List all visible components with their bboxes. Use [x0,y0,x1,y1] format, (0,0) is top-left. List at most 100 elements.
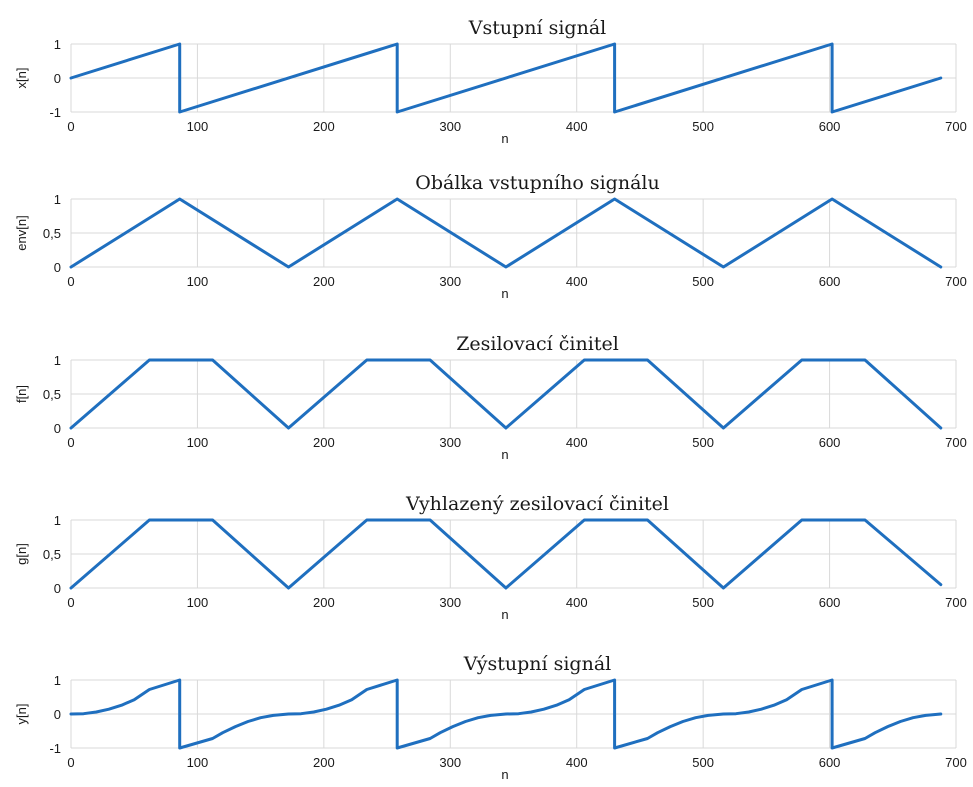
y-axis-label: g[n] [14,543,29,565]
x-tick-label: 300 [439,435,461,450]
y-tick-label: 1 [54,192,61,207]
data-point [325,708,328,711]
x-tick-label: 100 [187,755,209,770]
x-tick-label: 300 [439,755,461,770]
data-point [939,713,942,715]
data-point [312,711,315,713]
data-point [287,713,290,715]
x-tick-label: 500 [692,274,714,289]
data-point [912,716,914,719]
data-point [287,266,290,268]
data-point [939,583,942,586]
data-point [831,679,833,681]
y-tick-label: -1 [49,105,61,120]
data-point [669,725,672,728]
data-point [148,688,151,691]
data-point [722,266,725,268]
data-point [221,731,224,734]
data-point [542,708,545,711]
data-point [211,359,214,361]
data-point [287,427,290,429]
y-tick-label: 1 [54,353,61,368]
y-tick-label: 0 [54,421,61,436]
x-tick-label: 700 [945,274,967,289]
x-tick-label: 700 [945,119,967,134]
y-tick-label: 0,5 [43,547,61,562]
x-tick-label: 0 [67,435,74,450]
data-point [95,711,98,713]
x-tick-label: 400 [566,119,588,134]
data-point [178,679,181,681]
data-point [874,731,876,734]
y-tick-label: 0 [54,581,61,596]
x-tick-label: 200 [313,119,335,134]
data-point [583,359,586,361]
data-point [583,688,586,691]
data-point [178,747,181,749]
data-point [464,720,467,723]
data-point [555,704,558,707]
x-tick-label: 500 [692,595,714,610]
data-point [722,713,725,715]
data-point [864,737,866,740]
data-point [694,716,697,719]
data-point [939,77,942,79]
data-point [350,698,353,701]
x-tick-label: 400 [566,755,588,770]
y-tick-label: 0 [54,71,61,86]
data-point [70,587,72,589]
data-point [722,587,725,589]
x-tick-label: 200 [313,755,335,770]
chart-title: Obálka vstupního signálu [415,172,659,194]
data-point [178,43,181,45]
data-point [831,198,833,200]
data-point [505,713,507,715]
y-tick-label: 0,5 [43,387,61,402]
x-axis-label: n [501,131,508,146]
x-axis-label: n [501,607,508,622]
data-point [646,359,649,361]
data-point [646,737,649,740]
data-point [108,708,110,711]
chart-panel-5: Výstupní signál -1 0 1 0 100 200 300 400 500 600 70… [14,653,967,782]
x-tick-label: 400 [566,595,588,610]
data-point [82,712,85,715]
chart-title: Vyhlazený zesilovací činitel [405,493,669,515]
data-point [613,679,616,681]
data-point [259,716,262,719]
chart-title: Výstupní signál [463,653,611,675]
data-point [365,688,368,691]
data-point [517,712,520,715]
data-point [247,720,249,723]
data-point [646,519,649,521]
data-point [396,679,399,681]
data-point [939,427,942,429]
data-point [477,716,479,719]
chart-panel-1: Vstupní signál -1 0 1 0 100 200 300 400 500 600 700… [14,17,967,146]
x-tick-label: 300 [439,119,461,134]
data-point [120,704,123,707]
data-point [429,519,431,521]
x-tick-label: 700 [945,435,967,450]
data-point [785,698,788,701]
data-point [396,111,399,113]
x-tick-label: 400 [566,435,588,450]
data-point [148,359,151,361]
y-tick-label: -1 [49,741,61,756]
y-tick-label: 1 [54,673,61,688]
data-point [70,427,72,429]
data-point [505,427,507,429]
data-point [439,731,442,734]
data-point [613,111,616,113]
data-point [70,713,72,715]
data-point [489,714,492,717]
x-axis-label: n [501,447,508,462]
data-point [211,737,214,740]
data-point [178,198,181,200]
x-tick-label: 700 [945,595,967,610]
y-tick-label: 0 [54,260,61,275]
data-point [338,704,340,707]
data-point [831,43,833,45]
x-axis-label: n [501,286,508,301]
